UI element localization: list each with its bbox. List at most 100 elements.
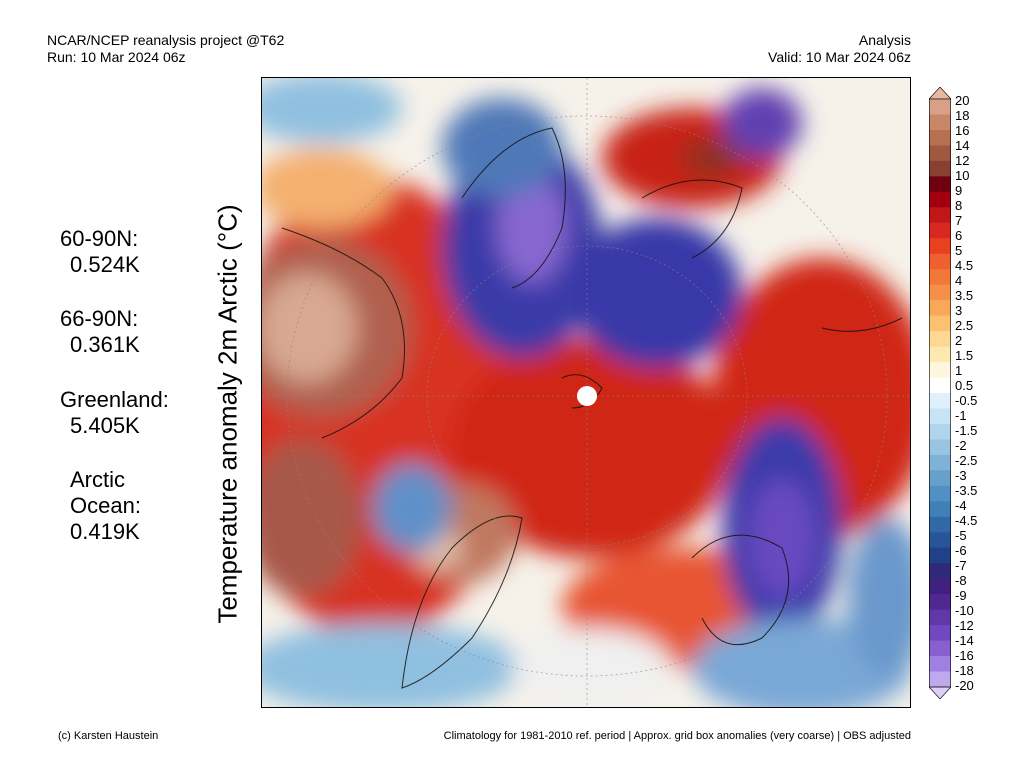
colorbar-swatch (929, 547, 951, 564)
colorbar-tick-label: 10 (955, 168, 970, 183)
colorbar-swatch (929, 609, 951, 626)
stat-value: 5.405K (70, 413, 140, 438)
stat-value: 0.419K (70, 519, 140, 544)
colorbar-swatch (929, 470, 951, 487)
colorbar-swatch (929, 253, 951, 270)
colorbar-swatch (929, 99, 951, 115)
colorbar-swatch (929, 238, 951, 255)
analysis-label: Analysis (858, 32, 911, 48)
colorbar-tick-label: 3 (955, 303, 963, 318)
colorbar-swatch (929, 671, 951, 688)
stat-name-line2: Ocean: (70, 493, 141, 518)
colorbar-swatch (929, 408, 951, 425)
colorbar-tick-label: 5 (955, 243, 963, 258)
colorbar-tick-label: -3.5 (955, 483, 978, 498)
stat-value: 0.524K (70, 252, 140, 277)
colorbar-swatch (929, 129, 951, 146)
colorbar-swatch (929, 176, 951, 193)
anomaly-map (261, 77, 911, 708)
colorbar-swatch (929, 393, 951, 409)
colorbar-tick-label: -8 (955, 573, 967, 588)
colorbar-swatch (929, 300, 951, 317)
colorbar-swatch (929, 423, 951, 440)
colorbar-swatch (929, 145, 951, 162)
colorbar-tick-label: -12 (955, 618, 974, 633)
colorbar-tick-label: -14 (955, 633, 974, 648)
colorbar-swatch (929, 578, 951, 595)
colorbar-swatch (929, 594, 951, 611)
colorbar-tick-label: 4 (955, 273, 963, 288)
pole-marker (577, 386, 597, 406)
colorbar-tick-label: -2.5 (955, 453, 978, 468)
colorbar-tick-label: -10 (955, 603, 974, 618)
model-title: NCAR/NCEP reanalysis project @T62 (47, 32, 285, 48)
colorbar-swatch (929, 625, 951, 642)
stat-greenland: Greenland: 5.405K (60, 387, 169, 439)
colorbar-swatch (929, 315, 951, 332)
colorbar-swatch (929, 284, 951, 301)
stat-60-90n: 60-90N: 0.524K (60, 226, 140, 278)
colorbar-frame (929, 98, 951, 688)
map-svg (262, 78, 910, 707)
anomaly-field (262, 78, 910, 707)
stat-name: Greenland: (60, 387, 169, 412)
colorbar-tick-label: 4.5 (955, 258, 974, 273)
colorbar-tick-label: -9 (955, 588, 967, 603)
colorbar-swatch (929, 516, 951, 533)
run-time: Run: 10 Mar 2024 06z (47, 49, 186, 65)
colorbar-tick-label: -4.5 (955, 513, 978, 528)
colorbar-swatch (929, 160, 951, 177)
colorbar-tick-label: 3.5 (955, 288, 974, 303)
colorbar-swatch (929, 656, 951, 673)
colorbar-swatch (929, 485, 951, 502)
colorbar-tick-label: 16 (955, 123, 970, 138)
colorbar-swatch (929, 563, 951, 580)
colorbar-tick-label: -3 (955, 468, 967, 483)
colorbar-swatch (929, 454, 951, 471)
colorbar-tick-label: -4 (955, 498, 967, 513)
colorbar-tick-label: -7 (955, 558, 967, 573)
colorbar-tick-label: -1.5 (955, 423, 978, 438)
colorbar-swatch (929, 439, 951, 456)
colorbar-swatch (929, 114, 951, 131)
colorbar-svg (928, 86, 952, 700)
colorbar-tick-label: -16 (955, 648, 974, 663)
copyright: (c) Karsten Haustein (58, 730, 159, 742)
footnote: Climatology for 1981-2010 ref. period | … (443, 730, 911, 742)
colorbar-swatch (929, 501, 951, 518)
colorbar-tick-label: 7 (955, 213, 963, 228)
colorbar-bottom-arrow (928, 686, 952, 700)
colorbar-tick-label: 6 (955, 228, 963, 243)
stat-arctic-ocean: Arctic Ocean: 0.419K (60, 467, 141, 545)
colorbar-tick-label: -5 (955, 528, 967, 543)
stat-name: 60-90N: (60, 226, 139, 251)
colorbar-swatch (929, 346, 951, 363)
colorbar-tick-label: 14 (955, 138, 970, 153)
colorbar-swatch (929, 269, 951, 286)
colorbar-tick-label: 1.5 (955, 348, 974, 363)
colorbar-tick-label: -2 (955, 438, 967, 453)
colorbar-swatch (929, 222, 951, 239)
colorbar-tick-label: 8 (955, 198, 963, 213)
colorbar-swatch (929, 377, 951, 394)
colorbar-tick-label: 0.5 (955, 378, 974, 393)
colorbar-tick-label: 9 (955, 183, 963, 198)
run-info: NCAR/NCEP reanalysis project @T62 Run: 1… (47, 32, 284, 66)
colorbar-swatch (929, 362, 951, 379)
colorbar (928, 86, 952, 700)
stat-name-line1: Arctic (70, 467, 125, 492)
colorbar-tick-label: -18 (955, 663, 974, 678)
colorbar-swatch (929, 191, 951, 208)
colorbar-tick-label: -1 (955, 408, 967, 423)
colorbar-tick-label: 2.5 (955, 318, 974, 333)
stat-value: 0.361K (70, 332, 140, 357)
colorbar-tick-label: 12 (955, 153, 970, 168)
colorbar-swatch (929, 331, 951, 348)
colorbar-tick-label: 20 (955, 93, 970, 108)
colorbar-swatch (929, 640, 951, 657)
colorbar-tick-label: 18 (955, 108, 970, 123)
colorbar-top-arrow (928, 86, 952, 100)
colorbar-tick-label: 2 (955, 333, 963, 348)
stat-name: 66-90N: (60, 306, 139, 331)
valid-time: Valid: 10 Mar 2024 06z (768, 49, 911, 65)
